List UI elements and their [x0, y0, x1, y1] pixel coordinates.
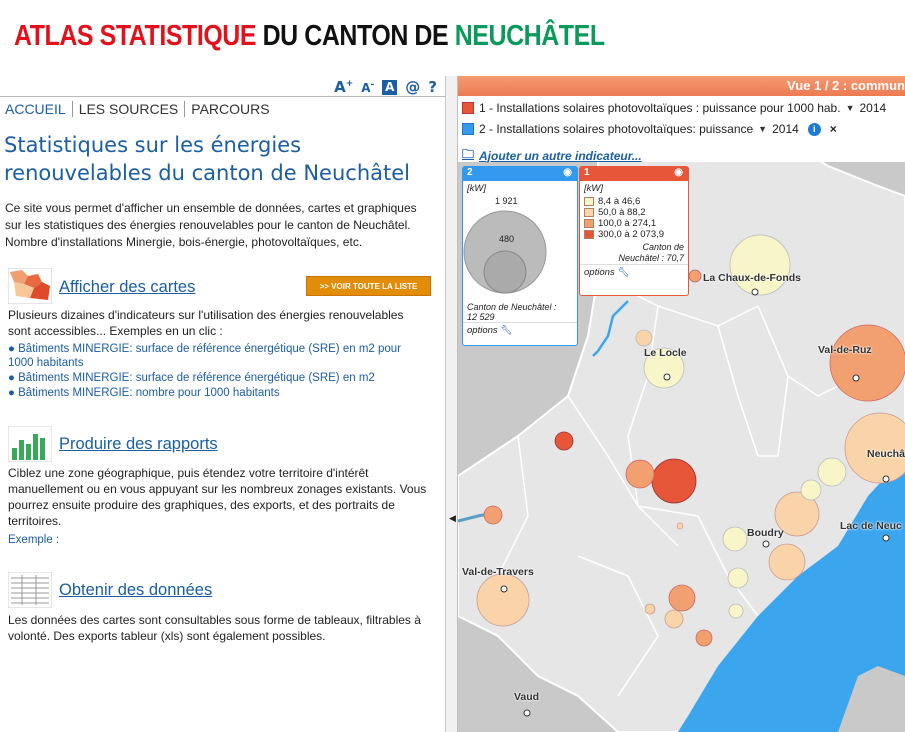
legend-indicator-1: 1 ◉ [kW] 8,4 à 46,6 50,0 à 88,2 100,0 à …: [579, 166, 689, 296]
main-nav: ACCUEIL LES SOURCES PARCOURS: [5, 101, 276, 117]
legend-1-canton-label: Canton de: [642, 242, 684, 252]
maps-link[interactable]: Afficher des cartes: [59, 278, 196, 296]
place-lac-de-neuchatel: Lac de Neuc: [840, 520, 902, 532]
legend-1-options[interactable]: options 🔧︎: [580, 264, 688, 280]
collapse-arrow-icon[interactable]: ◀: [449, 513, 456, 523]
panel-splitter[interactable]: ◀: [446, 76, 458, 732]
contact-icon[interactable]: @: [405, 78, 421, 96]
reports-section: Produire des rapports Ciblez une zone gé…: [7, 425, 438, 551]
reports-text: Ciblez une zone géographique, puis étend…: [8, 466, 427, 528]
place-val-de-ruz: Val-de-Ruz: [818, 344, 872, 356]
legend-1-canton: Canton de Neuchâtel : 70,7: [580, 240, 688, 264]
indicator-1-swatch: [462, 102, 474, 114]
map-example-link-2[interactable]: ● Bâtiments MINERGIE: surface de référen…: [8, 372, 375, 384]
title-part-1: ATLAS STATISTIQUE: [14, 20, 257, 52]
add-indicator-label[interactable]: Ajouter un autre indicateur...: [479, 148, 642, 163]
legend-2-number: 2: [467, 167, 473, 178]
page-heading: Statistiques sur les énergies renouvelab…: [4, 133, 410, 185]
divider: [0, 96, 446, 97]
font-decrease-icon[interactable]: A-: [361, 79, 375, 95]
legend-2-total-label: Canton de Neuchâtel :: [467, 302, 557, 312]
indicator-bar: 1 - Installations solaires photovoltaïqu…: [458, 96, 905, 163]
add-indicator-link[interactable]: 🗀 Ajouter un autre indicateur...: [462, 145, 642, 166]
reports-example-link[interactable]: Exemple :: [8, 534, 60, 546]
site-title[interactable]: ATLAS STATISTIQUE DU CANTON DE NEUCHÂTEL: [14, 20, 605, 53]
legend-2-mid: 480: [499, 234, 515, 244]
left-panel: A+ A- A @ ? ACCUEIL LES SOURCES PARCOURS…: [0, 76, 446, 732]
close-icon[interactable]: ×: [829, 122, 837, 136]
legend-1-options-label[interactable]: options: [584, 267, 615, 278]
place-boudry: Boudry: [747, 527, 784, 539]
maps-text: Plusieurs dizaines d'indicateurs sur l'u…: [8, 308, 404, 338]
view-list-button[interactable]: >> VOIR TOUTE LA LISTE: [306, 276, 431, 296]
legend-class-3: 100,0 à 274,1: [580, 218, 688, 229]
dropdown-caret-icon[interactable]: ▼: [845, 103, 855, 113]
indicator-2-label[interactable]: 2 - Installations solaires photovoltaïqu…: [479, 122, 754, 136]
view-title: Vue 1 / 2 : commun: [787, 78, 905, 93]
map-example-link-1[interactable]: ● Bâtiments MINERGIE: surface de référen…: [8, 343, 402, 369]
chart-thumbnail-icon[interactable]: [7, 425, 53, 463]
indicator-2-year[interactable]: 2014: [772, 122, 799, 136]
nav-sources[interactable]: LES SOURCES: [71, 101, 185, 117]
indicator-2-row[interactable]: 2 - Installations solaires photovoltaïqu…: [462, 122, 837, 136]
table-thumbnail-icon[interactable]: [7, 571, 53, 609]
legend-class-2: 50,0 à 88,2: [580, 207, 688, 218]
map-thumbnail-icon[interactable]: [7, 267, 53, 305]
legend-class-1: 8,4 à 46,6: [580, 196, 688, 207]
folder-icon: 🗀: [462, 147, 475, 161]
font-increase-icon[interactable]: A+: [334, 78, 354, 96]
legend-2-options-label[interactable]: options: [467, 325, 498, 336]
eye-icon[interactable]: ◉: [674, 167, 683, 178]
help-icon[interactable]: ?: [428, 78, 437, 96]
legend-class-4-label: 300,0 à 2 073,9: [598, 229, 665, 240]
legend-class-2-label: 50,0 à 88,2: [598, 207, 646, 218]
place-vaud: Vaud: [514, 691, 540, 703]
legend-1-canton-value: Neuchâtel : 70,7: [618, 253, 684, 263]
wrench-icon[interactable]: 🔧︎: [617, 267, 630, 278]
indicator-2-swatch: [462, 123, 474, 135]
indicator-1-year[interactable]: 2014: [859, 101, 887, 115]
legend-2-total-value: 12 529: [467, 312, 495, 322]
legend-2-header: 2 ◉: [463, 167, 577, 181]
contrast-icon[interactable]: A: [382, 79, 398, 95]
map-example-link-3[interactable]: ● Bâtiments MINERGIE: nombre pour 1000 h…: [8, 387, 280, 399]
accessibility-toolbar: A+ A- A @ ?: [334, 78, 437, 96]
indicator-1-row[interactable]: 1 - Installations solaires photovoltaïqu…: [462, 101, 886, 115]
map-view[interactable]: La Chaux-de-Fonds Le Locle Val-de-Ruz Ne…: [458, 76, 905, 732]
legend-class-3-label: 100,0 à 274,1: [598, 218, 657, 229]
data-text: Les données des cartes sont consultables…: [8, 613, 421, 643]
place-la-chaux-de-fonds: La Chaux-de-Fonds: [703, 272, 802, 284]
legend-class-1-label: 8,4 à 46,6: [598, 196, 641, 207]
title-part-3: NEUCHÂTEL: [454, 20, 605, 52]
eye-icon[interactable]: ◉: [563, 167, 572, 178]
indicator-1-label[interactable]: 1 - Installations solaires photovoltaïqu…: [479, 101, 841, 115]
reports-link[interactable]: Produire des rapports: [59, 435, 218, 453]
site-header: ATLAS STATISTIQUE DU CANTON DE NEUCHÂTEL: [0, 0, 905, 76]
place-neuchatel: Neuchâ: [867, 448, 905, 460]
info-icon[interactable]: i: [807, 122, 821, 136]
legend-1-number: 1: [584, 167, 590, 178]
nav-parcours[interactable]: PARCOURS: [184, 101, 275, 117]
nav-accueil[interactable]: ACCUEIL: [5, 101, 66, 117]
legend-1-header: 1 ◉: [580, 167, 688, 181]
data-section: Obtenir des données Les données des cart…: [7, 571, 438, 652]
map-view-header: Vue 1 / 2 : commun: [458, 76, 905, 96]
wrench-icon[interactable]: 🔧︎: [500, 325, 513, 336]
legend-class-4: 300,0 à 2 073,9: [580, 229, 688, 240]
legend-2-max: 1 921: [495, 196, 518, 206]
legend-indicator-2: 2 ◉ [kW] 1 921 480 Canton de Neuchâtel :…: [462, 166, 578, 346]
place-le-locle: Le Locle: [644, 347, 687, 359]
legend-2-circles: 1 921 480: [463, 196, 577, 302]
title-part-2: DU CANTON DE: [262, 20, 449, 52]
legend-2-options[interactable]: options 🔧︎: [463, 322, 577, 338]
legend-1-unit: [kW]: [584, 183, 603, 194]
legend-2-unit: [kW]: [467, 183, 486, 194]
dropdown-caret-icon[interactable]: ▼: [758, 124, 768, 134]
place-val-de-travers: Val-de-Travers: [462, 566, 534, 578]
maps-section: Afficher des cartes >> VOIR TOUTE LA LIS…: [7, 267, 438, 399]
data-link[interactable]: Obtenir des données: [59, 581, 213, 599]
intro-text: Ce site vous permet d'afficher un ensemb…: [5, 201, 417, 249]
